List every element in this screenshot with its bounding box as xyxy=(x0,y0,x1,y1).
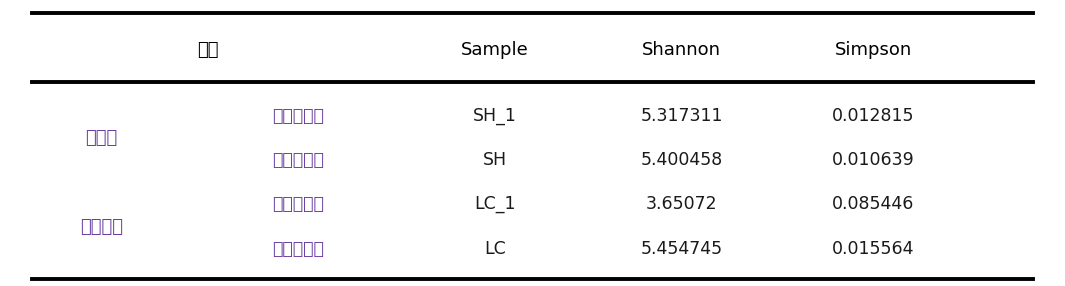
Text: 缺氧池: 缺氧池 xyxy=(85,129,117,147)
Text: 5.317311: 5.317311 xyxy=(640,107,723,125)
Text: 0.010639: 0.010639 xyxy=(832,151,915,169)
Text: 碳源投加后: 碳源投加后 xyxy=(273,151,324,169)
Text: 5.400458: 5.400458 xyxy=(640,151,723,169)
Text: 0.012815: 0.012815 xyxy=(832,107,915,125)
Text: Sample: Sample xyxy=(461,41,529,59)
Text: 0.085446: 0.085446 xyxy=(832,196,915,213)
Text: 深床滤池: 深床滤池 xyxy=(80,218,122,236)
Text: Simpson: Simpson xyxy=(835,41,912,59)
Text: 3.65072: 3.65072 xyxy=(645,196,718,213)
Text: 碳源投加后: 碳源投加后 xyxy=(273,240,324,258)
Text: 5.454745: 5.454745 xyxy=(640,240,723,258)
Text: Shannon: Shannon xyxy=(642,41,721,59)
Text: LC: LC xyxy=(485,240,506,258)
Text: SH: SH xyxy=(484,151,507,169)
Text: 碳源投加前: 碳源投加前 xyxy=(273,196,324,213)
Text: LC_1: LC_1 xyxy=(475,196,515,213)
Text: 样品: 样品 xyxy=(197,41,218,59)
Text: SH_1: SH_1 xyxy=(473,107,518,125)
Text: 碳源投加前: 碳源投加前 xyxy=(273,107,324,125)
Text: 0.015564: 0.015564 xyxy=(832,240,915,258)
